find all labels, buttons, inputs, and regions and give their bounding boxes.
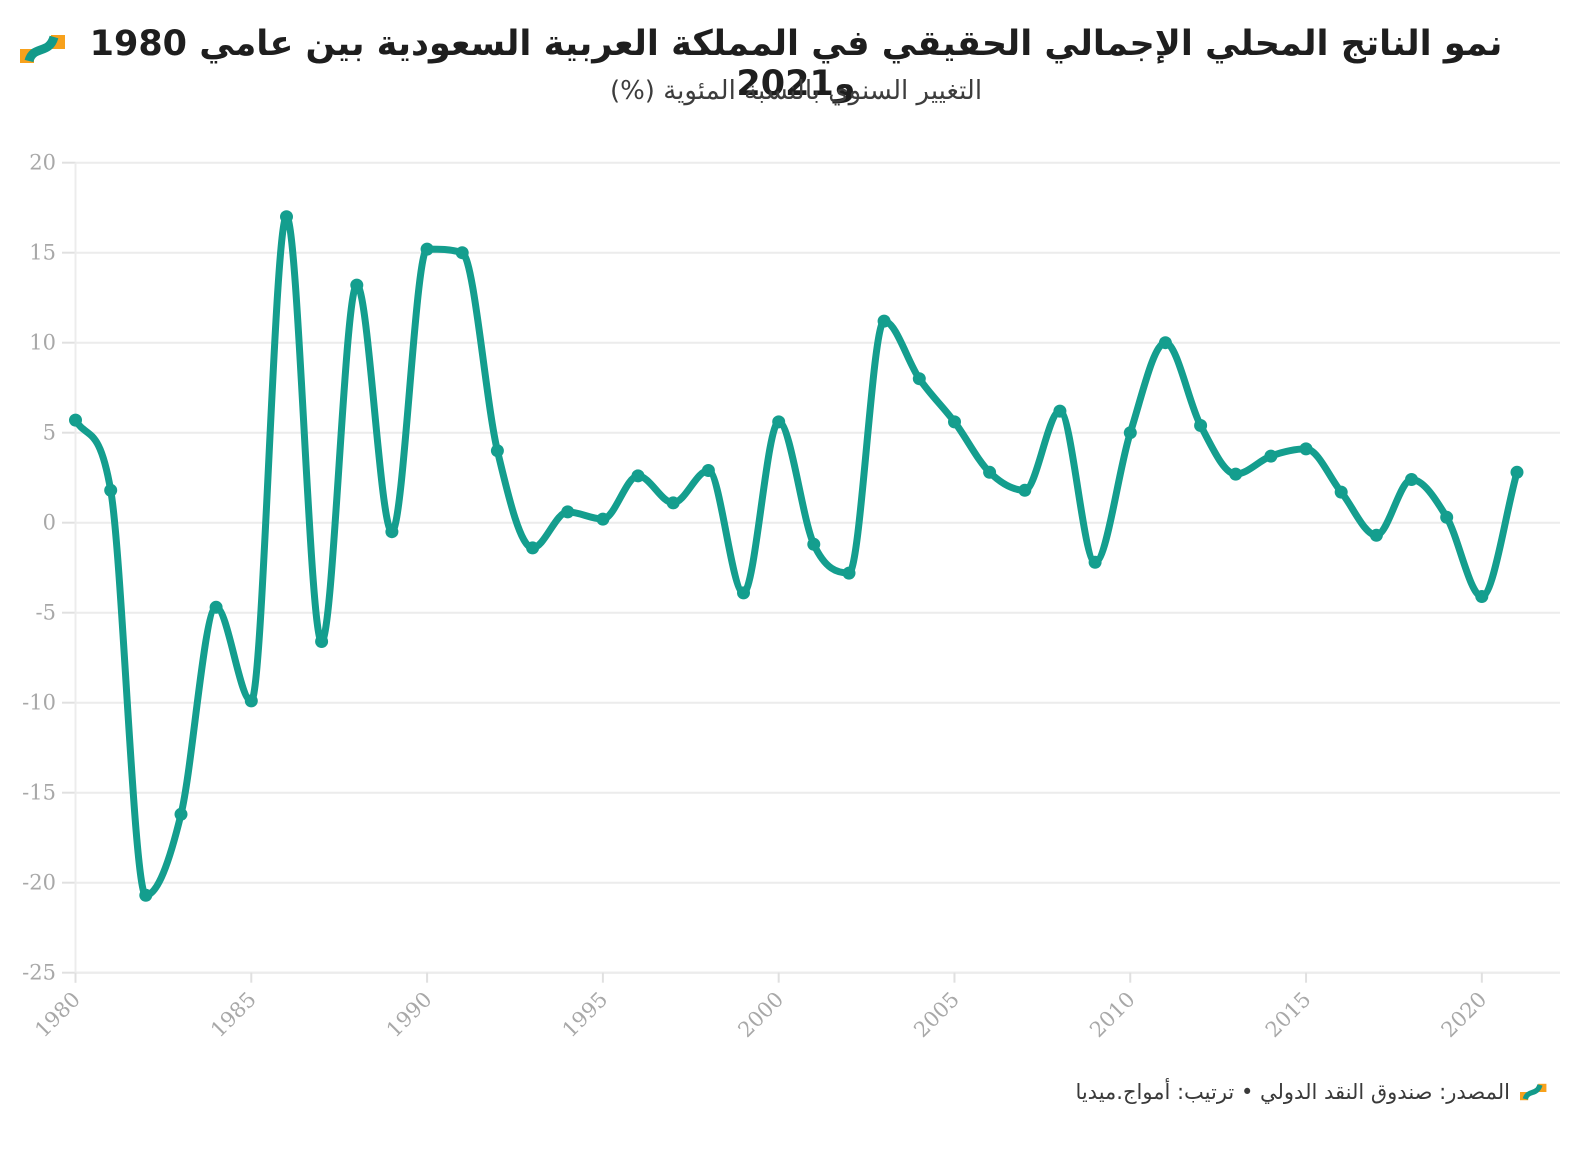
data-point-2014[interactable] xyxy=(1264,449,1278,463)
data-point-1985[interactable] xyxy=(244,694,258,708)
data-point-1990[interactable] xyxy=(420,242,434,256)
y-axis-label--25: -25 xyxy=(22,961,56,985)
y-axis-label-20: 20 xyxy=(29,151,56,175)
x-axis-label-1985: 1985 xyxy=(206,987,261,1042)
data-point-1980[interactable] xyxy=(69,413,82,427)
data-point-1994[interactable] xyxy=(561,505,575,519)
x-axis-label-1995: 1995 xyxy=(558,987,613,1042)
data-point-2010[interactable] xyxy=(1123,426,1137,440)
x-axis-label-2010: 2010 xyxy=(1085,987,1140,1042)
data-point-1999[interactable] xyxy=(737,586,750,600)
x-axis-label-1990: 1990 xyxy=(382,987,437,1042)
y-axis-label--15: -15 xyxy=(22,781,56,805)
data-point-2012[interactable] xyxy=(1194,419,1208,432)
data-point-1989[interactable] xyxy=(385,525,399,539)
data-point-1991[interactable] xyxy=(455,246,469,260)
data-point-2005[interactable] xyxy=(948,415,961,429)
data-point-2013[interactable] xyxy=(1229,467,1243,481)
data-point-2020[interactable] xyxy=(1475,590,1489,603)
data-point-2003[interactable] xyxy=(877,314,891,328)
data-point-2009[interactable] xyxy=(1088,555,1102,569)
data-point-2000[interactable] xyxy=(772,415,786,429)
amwaj-media-logo xyxy=(20,34,66,68)
amwaj-media-logo-icon xyxy=(20,35,65,63)
y-axis-label--10: -10 xyxy=(22,691,56,715)
data-point-2015[interactable] xyxy=(1299,442,1313,456)
data-point-2004[interactable] xyxy=(912,372,926,386)
data-point-1984[interactable] xyxy=(209,600,223,614)
data-point-2017[interactable] xyxy=(1369,528,1383,542)
data-point-2011[interactable] xyxy=(1158,336,1172,350)
x-axis-label-1980: 1980 xyxy=(30,987,85,1042)
data-point-2008[interactable] xyxy=(1053,404,1067,418)
y-axis-label-0: 0 xyxy=(43,511,56,535)
data-point-1998[interactable] xyxy=(701,464,715,477)
data-point-1996[interactable] xyxy=(631,469,645,483)
data-point-1997[interactable] xyxy=(666,496,680,510)
source-attribution: المصدر: صندوق النقد الدولي • ترتيب: أموا… xyxy=(1075,1080,1547,1104)
data-point-1988[interactable] xyxy=(350,278,364,292)
data-point-1995[interactable] xyxy=(596,512,610,526)
y-axis-label--5: -5 xyxy=(36,601,56,625)
x-axis-label-2005: 2005 xyxy=(909,987,964,1042)
data-point-1992[interactable] xyxy=(490,444,504,458)
data-point-1987[interactable] xyxy=(315,635,329,648)
page-subtitle: التغيير السنوي بالنسبة المئوية (%) xyxy=(609,76,983,106)
data-point-2006[interactable] xyxy=(983,465,997,479)
source-text: المصدر: صندوق النقد الدولي • ترتيب: أموا… xyxy=(1075,1080,1510,1104)
y-axis-label--20: -20 xyxy=(22,871,56,895)
data-point-2019[interactable] xyxy=(1440,510,1454,524)
data-point-2018[interactable] xyxy=(1405,473,1418,486)
data-point-2016[interactable] xyxy=(1334,485,1348,499)
x-axis-label-2020: 2020 xyxy=(1437,987,1492,1042)
data-point-1983[interactable] xyxy=(174,807,188,821)
amwaj-media-footer-icon xyxy=(1520,1083,1547,1101)
data-point-2001[interactable] xyxy=(807,537,821,551)
x-axis-label-2000: 2000 xyxy=(733,987,788,1042)
data-point-2021[interactable] xyxy=(1510,465,1524,479)
data-point-1986[interactable] xyxy=(280,210,293,224)
page-title: نمو الناتج المحلي الإجمالي الحقيقي في ال… xyxy=(89,24,1503,105)
data-point-2002[interactable] xyxy=(842,566,856,580)
y-axis-label-10: 10 xyxy=(29,331,56,355)
y-axis-label-5: 5 xyxy=(43,421,56,445)
data-point-2007[interactable] xyxy=(1018,483,1032,497)
data-point-1993[interactable] xyxy=(526,541,540,555)
data-point-1982[interactable] xyxy=(139,888,153,902)
data-point-1981[interactable] xyxy=(104,483,118,497)
y-axis-label-15: 15 xyxy=(29,241,56,265)
x-axis-label-2015: 2015 xyxy=(1261,987,1316,1042)
